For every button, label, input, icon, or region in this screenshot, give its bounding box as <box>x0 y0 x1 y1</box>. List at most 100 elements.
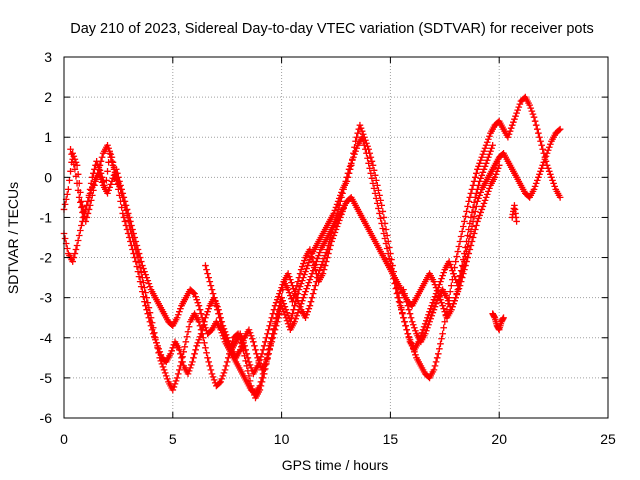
data-point-interp <box>256 356 264 364</box>
data-point-interp <box>242 346 249 354</box>
data-point-interp <box>368 175 376 182</box>
data-point-interp <box>476 159 483 167</box>
data-point-interp <box>434 284 442 291</box>
data-point <box>474 198 481 205</box>
data-point <box>445 258 453 265</box>
data-point <box>378 202 385 209</box>
data-point-interp <box>338 194 345 201</box>
data-point-interp <box>438 275 445 282</box>
data-point-interp <box>464 232 471 239</box>
data-point-interp <box>482 159 490 167</box>
data-point <box>482 194 490 201</box>
data-point <box>369 162 377 169</box>
data-point-interp <box>213 302 220 309</box>
data-point-interp <box>79 203 86 210</box>
data-point-interp <box>273 318 281 326</box>
data-point-interp <box>99 178 107 185</box>
data-point-interp <box>536 133 543 141</box>
data-point-interp <box>202 344 209 352</box>
data-point <box>456 238 464 245</box>
data-point <box>363 149 370 157</box>
data-point-interp <box>81 210 88 217</box>
data-point-interp <box>312 266 319 273</box>
data-point-interp <box>494 165 502 172</box>
data-point <box>271 302 279 309</box>
data-point <box>128 242 135 249</box>
data-point-interp <box>375 187 382 194</box>
data-point <box>397 306 405 313</box>
data-point <box>189 358 196 366</box>
data-point <box>136 278 144 285</box>
data-point-interp <box>511 115 518 123</box>
data-point-interp <box>63 191 71 198</box>
data-point-interp <box>303 311 310 319</box>
data-point-interp <box>510 118 517 126</box>
data-point-interp <box>105 158 112 166</box>
data-point-interp <box>540 158 548 166</box>
data-point-interp <box>529 110 537 118</box>
data-point-interp <box>468 238 476 245</box>
data-point-interp <box>78 204 85 211</box>
data-point-interp <box>483 138 491 146</box>
data-point-interp <box>475 163 482 170</box>
data-point-interp <box>392 285 400 292</box>
data-point-interp <box>477 156 485 164</box>
data-point-interp <box>114 181 121 188</box>
data-point-interp <box>278 294 285 301</box>
data-point-interp <box>481 197 489 204</box>
data-point-interp <box>174 311 182 319</box>
series-track-e <box>400 162 503 346</box>
data-point-interp <box>291 290 298 297</box>
data-point <box>443 294 451 301</box>
data-point <box>267 318 275 326</box>
data-point-interp <box>302 288 309 295</box>
data-point-interp <box>277 287 284 294</box>
data-point-interp <box>399 310 406 318</box>
x-tick-label: 25 <box>600 431 616 447</box>
data-point-interp <box>391 280 399 287</box>
data-point-interp <box>351 150 358 158</box>
data-point-interp <box>74 187 82 194</box>
data-point-interp <box>329 235 337 242</box>
data-point <box>450 270 457 277</box>
data-point-interp <box>187 361 195 369</box>
data-point-interp <box>339 190 346 197</box>
data-point-interp <box>205 274 213 281</box>
data-point <box>132 258 140 265</box>
data-point-interp <box>95 164 103 171</box>
data-point-interp <box>122 202 130 209</box>
data-point <box>104 141 111 149</box>
data-point <box>430 366 438 374</box>
data-point-interp <box>457 278 465 285</box>
data-point-interp <box>360 141 368 149</box>
data-point-interp <box>405 334 413 342</box>
data-points <box>60 93 564 402</box>
data-point-interp <box>146 318 154 326</box>
data-point-interp <box>327 242 334 249</box>
data-point <box>421 330 429 338</box>
data-point-interp <box>333 223 341 230</box>
data-point-interp <box>246 361 254 369</box>
data-point-interp <box>440 305 448 312</box>
data-point-interp <box>70 254 78 261</box>
data-point-interp <box>441 318 449 326</box>
data-point-interp <box>161 369 169 377</box>
data-point-interp <box>122 222 130 229</box>
data-point <box>408 318 416 326</box>
data-point-interp <box>266 322 273 330</box>
data-point-interp <box>454 288 462 295</box>
data-point-interp <box>426 308 433 316</box>
data-point-interp <box>545 168 553 175</box>
data-point-interp <box>287 276 294 283</box>
data-point-interp <box>406 310 414 318</box>
data-point-interp <box>298 277 306 284</box>
data-point-interp <box>367 153 375 161</box>
data-point-interp <box>335 217 343 224</box>
data-point-interp <box>476 212 483 219</box>
data-point-interp <box>473 190 480 197</box>
data-point-interp <box>403 298 411 305</box>
data-point-interp <box>506 127 514 135</box>
data-point <box>382 226 390 233</box>
data-point-interp <box>432 358 440 366</box>
data-point <box>71 166 79 173</box>
